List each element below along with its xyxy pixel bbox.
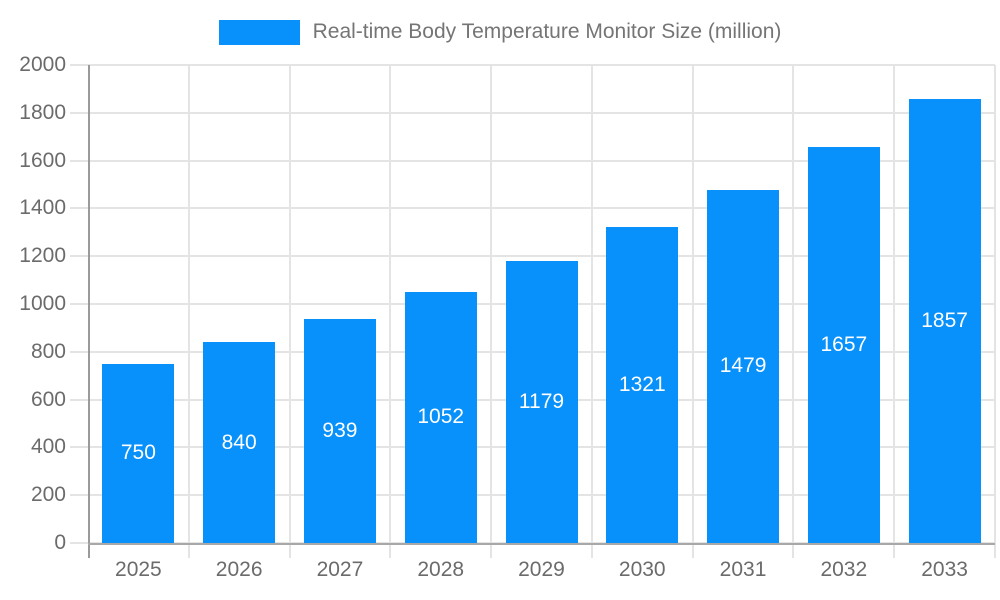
bar-2027[interactable]: 939	[303, 318, 376, 543]
x-tick-label: 2033	[921, 558, 968, 581]
bar-value-label: 1857	[921, 309, 968, 333]
bar-2031[interactable]: 1479	[707, 189, 780, 543]
bar-2028[interactable]: 1052	[404, 291, 477, 543]
bar-value-label: 1479	[719, 354, 767, 378]
x-gridline	[389, 65, 392, 558]
bar-value-label: 1179	[518, 390, 565, 414]
y-gridline	[70, 64, 995, 66]
y-gridline	[70, 111, 995, 114]
x-tick-label: 2028	[417, 558, 465, 581]
bar-2033[interactable]: 1857	[908, 99, 981, 543]
x-tick-label: 2027	[316, 558, 364, 581]
x-gridline	[893, 65, 896, 558]
y-tick-label: 200	[30, 483, 66, 507]
x-gridline	[590, 65, 593, 558]
y-tick-label: 600	[30, 387, 66, 411]
plot-area: 750 840 939 1052 1179 1321 1479 1657 1857	[70, 64, 996, 558]
x-tick-label: 2031	[719, 558, 767, 581]
legend[interactable]: Real-time Body Temperature Monitor Size …	[0, 17, 1000, 47]
bar-value-label: 1657	[820, 332, 868, 356]
y-tick-label: 1800	[19, 100, 66, 124]
y-tick-label: 2000	[19, 53, 66, 76]
y-tick-label: 400	[30, 435, 66, 459]
x-gridline	[288, 65, 291, 558]
x-tick-label: 2032	[820, 558, 868, 581]
y-axis-line	[88, 65, 90, 558]
x-gridline	[187, 65, 190, 558]
y-tick-label: 0	[54, 531, 66, 554]
bar-value-label: 939	[322, 418, 358, 442]
x-gridline	[994, 65, 996, 558]
y-tick-label: 800	[30, 339, 66, 363]
y-tick-label: 1400	[19, 196, 66, 220]
bar-value-label: 1321	[618, 373, 666, 397]
y-tick-label: 1000	[19, 292, 66, 315]
bar-value-label: 840	[221, 430, 257, 454]
x-axis-line	[88, 543, 995, 545]
x-gridline	[792, 65, 795, 558]
legend-swatch	[218, 19, 300, 45]
bar-2029[interactable]: 1179	[505, 261, 578, 543]
y-gridline	[70, 255, 995, 258]
bar-2032[interactable]: 1657	[807, 146, 880, 543]
bar-2030[interactable]: 1321	[606, 227, 679, 543]
x-gridline	[490, 65, 493, 558]
x-tick-label: 2029	[518, 558, 565, 581]
x-tick-label: 2026	[215, 558, 263, 581]
x-gridline	[691, 65, 694, 558]
bar-2025[interactable]: 750	[102, 363, 175, 543]
y-tick-label: 1200	[19, 244, 66, 268]
bar-value-label: 1052	[417, 405, 465, 429]
y-tick-label: 1600	[19, 148, 66, 172]
bar-2026[interactable]: 840	[203, 342, 276, 543]
y-gridline	[70, 207, 995, 210]
x-tick-label: 2025	[115, 558, 162, 581]
legend-label: Real-time Body Temperature Monitor Size …	[312, 20, 782, 43]
bar-value-label: 750	[120, 441, 156, 465]
y-gridline	[70, 159, 995, 162]
x-tick-label: 2030	[618, 558, 666, 581]
